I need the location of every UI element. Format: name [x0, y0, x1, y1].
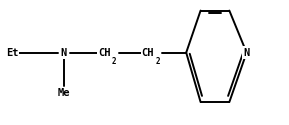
Text: 2: 2: [112, 57, 117, 66]
Text: N: N: [61, 48, 67, 58]
Text: N: N: [243, 48, 250, 58]
Text: CH: CH: [141, 48, 154, 58]
Text: Me: Me: [58, 88, 70, 98]
Text: CH: CH: [98, 48, 110, 58]
Text: Et: Et: [6, 48, 18, 58]
Text: 2: 2: [155, 57, 160, 66]
